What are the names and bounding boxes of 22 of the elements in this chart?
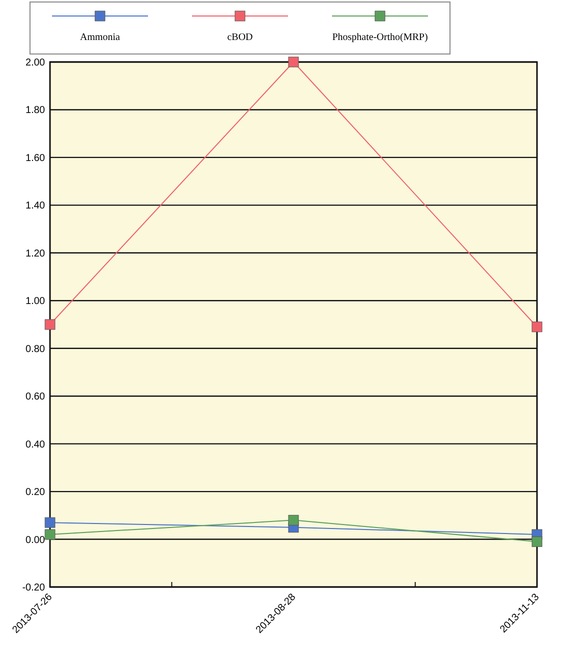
point: [44, 517, 56, 528]
y-tick-label: 1.40: [26, 200, 46, 212]
y-tick-label: 0.80: [26, 344, 46, 355]
point: [288, 56, 299, 68]
point: [288, 514, 299, 526]
y-tick-label: 1.60: [26, 152, 46, 164]
y-tick-label: 1.80: [26, 105, 46, 116]
y-tick-label: 0.20: [26, 487, 46, 498]
point: [44, 529, 56, 540]
point: [532, 322, 542, 332]
y-tick-label: 1.20: [26, 248, 46, 260]
y-tick-label: 0.40: [26, 439, 46, 450]
point: [44, 319, 56, 330]
legend-label: Phosphate-Ortho(MRP): [332, 32, 428, 43]
y-tick-label: 0.00: [26, 534, 46, 546]
y-tick-label: -0.20: [22, 582, 46, 594]
y-tick-label: 1.00: [26, 296, 46, 308]
legend-label: Ammonia: [80, 32, 121, 43]
y-tick-label: 2.00: [26, 58, 46, 68]
legend-label: cBOD: [227, 32, 253, 43]
point: [532, 536, 542, 547]
y-tick-label: 0.60: [26, 392, 46, 403]
